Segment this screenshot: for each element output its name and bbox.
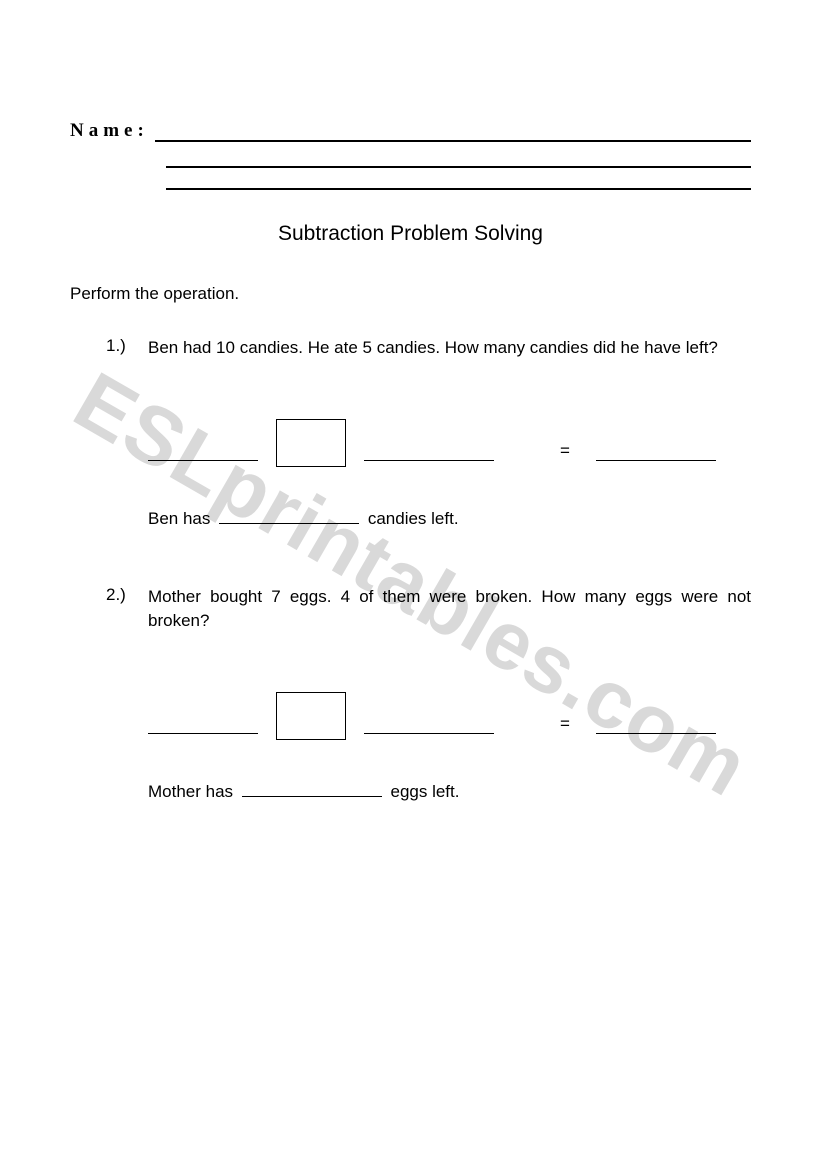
problem-1-equation-row: = [70,413,751,461]
problem-1-operator-box[interactable] [276,419,346,467]
problem-2-equation-row: = [70,686,751,734]
problem-2-result-blank[interactable] [596,718,716,734]
name-row: Name: [70,120,751,142]
problem-2-answer-prefix: Mother has [148,782,238,801]
problem-2-answer-blank[interactable] [242,783,382,797]
problem-1-answer-prefix: Ben has [148,509,215,528]
problem-1-answer-suffix: candies left. [363,509,458,528]
worksheet-title: Subtraction Problem Solving [70,222,751,246]
problem-2-number: 2.) [106,585,148,634]
problem-1-answer-row: Ben has candies left. [70,509,751,529]
problem-1-operand-1-blank[interactable] [148,445,258,461]
name-label: Name: [70,120,155,142]
problem-2-operand-2-blank[interactable] [364,718,494,734]
problem-2-operand-1-blank[interactable] [148,718,258,734]
problem-1-result-blank[interactable] [596,445,716,461]
problem-2-text: Mother bought 7 eggs. 4 of them were bro… [148,585,751,634]
problem-1-operand-2-blank[interactable] [364,445,494,461]
equals-sign: = [560,714,570,734]
problem-2-operator-box[interactable] [276,692,346,740]
problem-1-number: 1.) [106,336,148,361]
problem-1-answer-blank[interactable] [219,510,359,524]
name-blank-line-2[interactable] [166,146,751,168]
problem-2-answer-row: Mother has eggs left. [70,782,751,802]
problem-2: 2.) Mother bought 7 eggs. 4 of them were… [70,585,751,634]
worksheet-content: Name: Subtraction Problem Solving Perfor… [70,120,751,802]
name-blank-line-3[interactable] [166,168,751,190]
problem-1: 1.) Ben had 10 candies. He ate 5 candies… [70,336,751,361]
problem-1-text: Ben had 10 candies. He ate 5 candies. Ho… [148,336,751,361]
equals-sign: = [560,441,570,461]
worksheet-page: ESLprintables.com Name: Subtraction Prob… [0,0,821,1169]
problem-2-answer-suffix: eggs left. [386,782,460,801]
instruction-text: Perform the operation. [70,284,751,304]
name-blank-line-1[interactable] [155,124,751,142]
